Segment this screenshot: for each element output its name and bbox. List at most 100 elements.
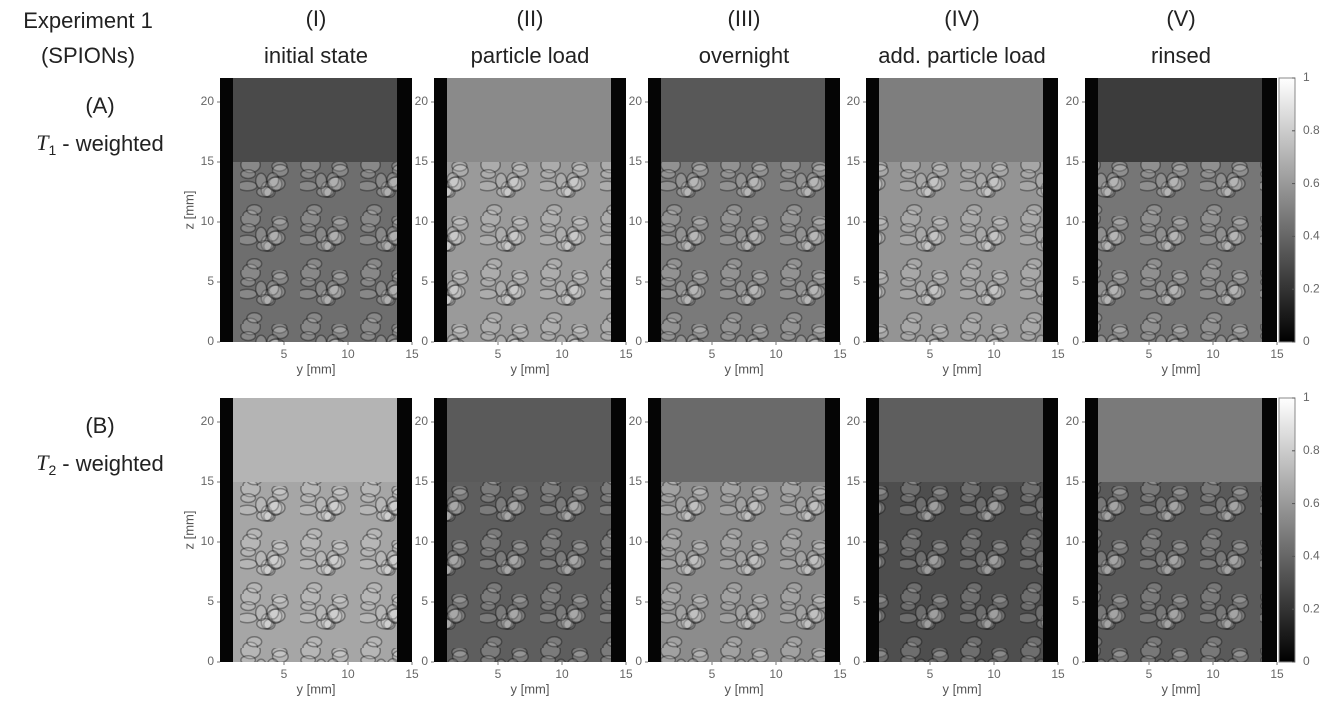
- column-id: (IV): [944, 6, 979, 31]
- fluid-region: [879, 78, 1043, 162]
- x-tick-label: 15: [619, 347, 633, 361]
- y-tick-label: 20: [1066, 94, 1080, 108]
- y-tick-label: 10: [201, 214, 215, 228]
- x-tick-label: 5: [281, 347, 288, 361]
- y-tick-label: 0: [1072, 334, 1079, 348]
- y-tick-label: 20: [1066, 414, 1080, 428]
- y-tick-label: 15: [1066, 154, 1080, 168]
- x-tick-label: 10: [987, 347, 1001, 361]
- x-tick-label: 5: [709, 347, 716, 361]
- column-id: (V): [1166, 6, 1195, 31]
- column-label: initial state: [264, 43, 368, 68]
- y-tick-label: 20: [847, 414, 861, 428]
- y-tick-label: 20: [201, 94, 215, 108]
- grain-texture: [233, 162, 397, 342]
- x-tick-label: 15: [1051, 347, 1065, 361]
- y-tick-label: 15: [415, 474, 429, 488]
- y-tick-label: 5: [207, 594, 214, 608]
- y-tick-label: 10: [847, 214, 861, 228]
- x-tick-label: 10: [769, 347, 783, 361]
- x-tick-label: 15: [1051, 667, 1065, 681]
- grain-texture: [1098, 482, 1262, 662]
- y-tick-label: 15: [629, 154, 643, 168]
- x-tick-label: 15: [1270, 667, 1284, 681]
- experiment-subtitle: (SPIONs): [41, 43, 135, 68]
- column-label: overnight: [699, 43, 790, 68]
- y-tick-label: 10: [201, 534, 215, 548]
- fluid-region: [233, 78, 397, 162]
- grain-texture: [233, 482, 397, 662]
- y-tick-label: 5: [853, 594, 860, 608]
- x-axis-label: y [mm]: [725, 681, 764, 696]
- x-axis-label: y [mm]: [511, 681, 550, 696]
- row-label: T1- weighted: [36, 130, 164, 158]
- y-tick-label: 20: [201, 414, 215, 428]
- column-label: rinsed: [1151, 43, 1211, 68]
- y-tick-label: 10: [1066, 214, 1080, 228]
- y-tick-label: 5: [421, 274, 428, 288]
- y-tick-label: 5: [635, 594, 642, 608]
- y-tick-label: 10: [629, 534, 643, 548]
- x-tick-label: 5: [495, 667, 502, 681]
- x-tick-label: 5: [927, 667, 934, 681]
- column-label: particle load: [471, 43, 590, 68]
- grain-texture: [447, 482, 611, 662]
- y-tick-label: 20: [415, 414, 429, 428]
- y-tick-label: 15: [629, 474, 643, 488]
- y-tick-label: 15: [1066, 474, 1080, 488]
- row-label: T2- weighted: [36, 450, 164, 478]
- experiment-title: Experiment 1: [23, 8, 153, 33]
- fluid-region: [1098, 398, 1262, 482]
- y-tick-label: 0: [635, 654, 642, 668]
- column-id: (I): [306, 6, 327, 31]
- fluid-region: [661, 78, 825, 162]
- colorbar-tick-label: 0.4: [1303, 549, 1320, 563]
- x-tick-label: 15: [619, 667, 633, 681]
- column-id: (III): [728, 6, 761, 31]
- y-tick-label: 0: [421, 654, 428, 668]
- y-tick-label: 0: [853, 654, 860, 668]
- x-tick-label: 10: [1206, 667, 1220, 681]
- x-axis-label: y [mm]: [297, 361, 336, 376]
- y-tick-label: 20: [629, 94, 643, 108]
- x-tick-label: 5: [281, 667, 288, 681]
- y-tick-label: 10: [415, 534, 429, 548]
- y-axis-label: z [mm]: [181, 511, 196, 550]
- x-axis-label: y [mm]: [943, 681, 982, 696]
- y-tick-label: 5: [853, 274, 860, 288]
- y-tick-label: 0: [207, 654, 214, 668]
- colorbar: [1278, 77, 1296, 343]
- colorbar-tick-label: 0.4: [1303, 229, 1320, 243]
- colorbar-tick-label: 0.6: [1303, 176, 1320, 190]
- colorbar-tick-label: 1: [1303, 390, 1310, 404]
- x-tick-label: 5: [927, 347, 934, 361]
- x-tick-label: 10: [1206, 347, 1220, 361]
- y-tick-label: 10: [847, 534, 861, 548]
- x-tick-label: 10: [341, 347, 355, 361]
- grain-texture: [879, 162, 1043, 342]
- grain-texture: [879, 482, 1043, 662]
- x-tick-label: 5: [495, 347, 502, 361]
- y-tick-label: 5: [635, 274, 642, 288]
- grain-texture: [1098, 162, 1262, 342]
- y-tick-label: 5: [207, 274, 214, 288]
- colorbar-tick-label: 0.6: [1303, 496, 1320, 510]
- row-id: (A): [85, 93, 114, 118]
- x-tick-label: 15: [405, 667, 419, 681]
- x-axis-label: y [mm]: [511, 361, 550, 376]
- grain-texture: [661, 162, 825, 342]
- x-axis-label: y [mm]: [725, 361, 764, 376]
- x-tick-label: 5: [1146, 667, 1153, 681]
- fluid-region: [661, 398, 825, 482]
- y-tick-label: 20: [629, 414, 643, 428]
- x-tick-label: 5: [709, 667, 716, 681]
- y-tick-label: 0: [207, 334, 214, 348]
- fluid-region: [233, 398, 397, 482]
- x-axis-label: y [mm]: [1162, 361, 1201, 376]
- colorbar: [1278, 397, 1296, 663]
- colorbar-tick-label: 0.8: [1303, 443, 1320, 457]
- colorbar-tick-label: 0: [1303, 654, 1310, 668]
- column-id: (II): [517, 6, 544, 31]
- grain-texture: [661, 482, 825, 662]
